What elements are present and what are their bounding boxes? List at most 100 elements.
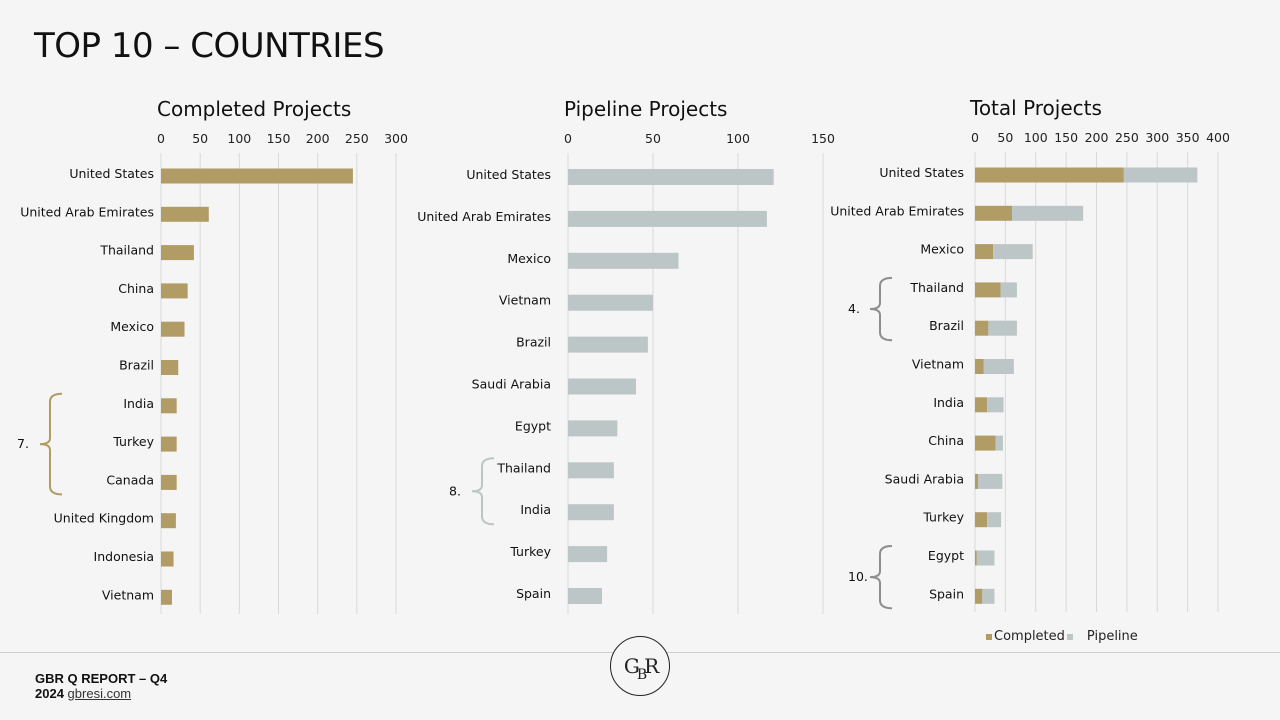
- total-category-label: Egypt: [928, 548, 964, 563]
- total-bar: [975, 282, 1001, 298]
- completed-category-label: Mexico: [110, 319, 154, 334]
- footer-website-link[interactable]: gbresi.com: [67, 686, 132, 701]
- completed-bar: [161, 321, 185, 337]
- total-tick-label: 200: [1085, 130, 1109, 145]
- completed-tick-label: 50: [192, 131, 208, 146]
- completed-bar: [161, 513, 176, 529]
- total-bar: [978, 473, 1003, 489]
- total-bar: [983, 359, 1014, 374]
- completed-tick-label: 0: [157, 131, 165, 146]
- completed-bar: [161, 589, 172, 605]
- total-bar: [975, 244, 994, 260]
- pipeline-bar: [568, 462, 614, 479]
- completed-bar: [161, 474, 177, 490]
- total-bar: [975, 473, 979, 489]
- total-bar: [1012, 205, 1084, 221]
- completed-tick-label: 250: [345, 131, 369, 146]
- completed-bar: [161, 360, 179, 375]
- completed-tick-label: 100: [227, 131, 251, 146]
- pipeline-bar: [568, 210, 767, 227]
- total-category-label: Mexico: [920, 242, 964, 257]
- total-category-label: Saudi Arabia: [885, 471, 964, 486]
- total-tick-label: 250: [1115, 130, 1139, 145]
- pipeline-bar: [568, 252, 679, 269]
- completed-category-label: Thailand: [99, 243, 154, 258]
- pipeline-tick-label: 0: [564, 131, 572, 146]
- total-group-rank-label: 10.: [848, 569, 868, 584]
- completed-bar: [161, 551, 174, 567]
- total-bar: [976, 550, 995, 566]
- completed-tick-label: 150: [267, 131, 291, 146]
- completed-category-label: United Arab Emirates: [20, 204, 154, 219]
- total-category-label: United States: [879, 165, 964, 180]
- total-group-bracket: [869, 545, 893, 610]
- footer-year: 2024: [35, 686, 64, 701]
- total-bar: [1123, 167, 1198, 183]
- legend-completed-swatch: [986, 633, 992, 640]
- total-category-label: China: [928, 433, 964, 448]
- total-bar: [975, 550, 977, 566]
- pipeline-category-label: Spain: [516, 586, 551, 601]
- pipeline-tick-label: 150: [811, 131, 835, 146]
- completed-category-label: Canada: [106, 472, 154, 487]
- total-tick-label: 100: [1024, 130, 1048, 145]
- completed-group-bracket: [39, 392, 63, 496]
- total-bar: [975, 588, 983, 604]
- completed-group-rank-label: 7.: [17, 436, 29, 451]
- legend-pipeline-label: Pipeline: [1086, 629, 1138, 644]
- pipeline-tick-label: 50: [645, 131, 661, 146]
- gbr-logo-mark: GBR: [623, 654, 659, 683]
- pipeline-category-label: Saudi Arabia: [472, 377, 551, 392]
- total-tick-label: 350: [1176, 130, 1200, 145]
- pipeline-category-label: Brazil: [516, 335, 551, 350]
- legend-completed-label: Completed: [994, 629, 1065, 644]
- total-tick-label: 150: [1054, 130, 1078, 145]
- pipeline-bar: [568, 420, 618, 437]
- pipeline-category-label: Thailand: [496, 460, 551, 475]
- completed-bar: [161, 206, 209, 222]
- pipeline-category-label: United States: [466, 167, 551, 182]
- legend-pipeline-swatch: [1066, 633, 1073, 640]
- pipeline-group-bracket: [471, 457, 495, 526]
- total-bar: [982, 588, 995, 604]
- total-tick-label: 0: [971, 130, 979, 145]
- completed-category-label: United States: [69, 166, 154, 181]
- total-group-rank-label: 4.: [848, 301, 860, 316]
- completed-bar: [161, 436, 177, 452]
- footer-year-line: 2024 gbresi.com: [35, 686, 167, 701]
- total-tick-label: 50: [997, 130, 1013, 145]
- pipeline-bar: [568, 546, 608, 563]
- total-category-label: Thailand: [909, 280, 964, 295]
- gbr-logo: GBR: [610, 636, 670, 696]
- completed-chart-title: Completed Projects: [157, 97, 351, 121]
- pipeline-bar: [568, 294, 653, 311]
- page-title: TOP 10 – COUNTRIES: [34, 26, 385, 66]
- total-bar: [1000, 282, 1017, 298]
- completed-category-label: Brazil: [119, 358, 154, 373]
- completed-tick-label: 200: [306, 131, 330, 146]
- total-tick-label: 400: [1206, 130, 1230, 145]
- pipeline-bar: [568, 336, 648, 353]
- total-category-label: United Arab Emirates: [830, 203, 964, 218]
- pipeline-category-label: United Arab Emirates: [417, 209, 551, 224]
- total-category-label: Turkey: [922, 510, 964, 525]
- completed-category-label: United Kingdom: [54, 511, 154, 526]
- completed-category-label: Turkey: [112, 434, 154, 449]
- total-bar: [988, 320, 1017, 336]
- completed-category-label: Vietnam: [102, 587, 154, 602]
- pipeline-bar: [568, 378, 636, 395]
- total-bar: [975, 397, 988, 413]
- total-bar: [975, 205, 1013, 221]
- pipeline-bar: [568, 504, 614, 521]
- total-category-label: India: [933, 395, 964, 410]
- completed-category-label: India: [123, 396, 154, 411]
- pipeline-group-rank-label: 8.: [449, 483, 461, 498]
- completed-bar: [161, 283, 188, 299]
- footer-info: GBR Q REPORT – Q4 2024 gbresi.com: [35, 671, 167, 701]
- completed-category-label: China: [118, 281, 154, 296]
- footer-report-label: GBR Q REPORT – Q4: [35, 671, 168, 686]
- total-bar: [975, 359, 984, 374]
- pipeline-category-label: Egypt: [515, 418, 551, 433]
- completed-category-label: Indonesia: [94, 549, 154, 564]
- total-bar: [995, 435, 1003, 451]
